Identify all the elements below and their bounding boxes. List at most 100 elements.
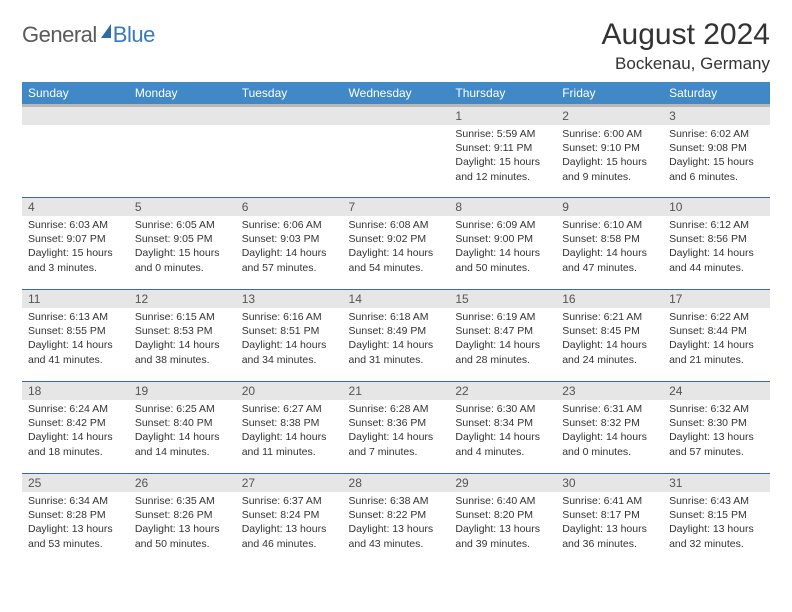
sunset-line: Sunset: 8:15 PM: [669, 508, 764, 522]
daylight-line: Daylight: 14 hours and 28 minutes.: [455, 338, 550, 366]
day-number: 24: [663, 382, 770, 400]
day-number: 7: [343, 198, 450, 216]
calendar-cell: 6Sunrise: 6:06 AMSunset: 9:03 PMDaylight…: [236, 198, 343, 290]
calendar-cell: 5Sunrise: 6:05 AMSunset: 9:05 PMDaylight…: [129, 198, 236, 290]
calendar-cell: 31Sunrise: 6:43 AMSunset: 8:15 PMDayligh…: [663, 474, 770, 566]
sunset-line: Sunset: 8:36 PM: [349, 416, 444, 430]
daylight-line: Daylight: 14 hours and 38 minutes.: [135, 338, 230, 366]
day-header-tuesday: Tuesday: [236, 82, 343, 106]
sunset-line: Sunset: 9:00 PM: [455, 232, 550, 246]
sunrise-line: Sunrise: 6:12 AM: [669, 218, 764, 232]
daylight-line: Daylight: 13 hours and 57 minutes.: [669, 430, 764, 458]
calendar-cell: 2Sunrise: 6:00 AMSunset: 9:10 PMDaylight…: [556, 106, 663, 198]
day-details: Sunrise: 6:03 AMSunset: 9:07 PMDaylight:…: [22, 216, 129, 279]
calendar-cell: 26Sunrise: 6:35 AMSunset: 8:26 PMDayligh…: [129, 474, 236, 566]
calendar-cell: 24Sunrise: 6:32 AMSunset: 8:30 PMDayligh…: [663, 382, 770, 474]
daylight-line: Daylight: 13 hours and 46 minutes.: [242, 522, 337, 550]
sunset-line: Sunset: 8:28 PM: [28, 508, 123, 522]
sunset-line: Sunset: 8:40 PM: [135, 416, 230, 430]
calendar-cell: [129, 106, 236, 198]
daylight-line: Daylight: 14 hours and 31 minutes.: [349, 338, 444, 366]
daylight-line: Daylight: 13 hours and 43 minutes.: [349, 522, 444, 550]
day-details: Sunrise: 6:09 AMSunset: 9:00 PMDaylight:…: [449, 216, 556, 279]
day-number: 12: [129, 290, 236, 308]
calendar-row: 25Sunrise: 6:34 AMSunset: 8:28 PMDayligh…: [22, 474, 770, 566]
sunrise-line: Sunrise: 6:02 AM: [669, 127, 764, 141]
day-details: Sunrise: 6:05 AMSunset: 9:05 PMDaylight:…: [129, 216, 236, 279]
daylight-line: Daylight: 14 hours and 44 minutes.: [669, 246, 764, 274]
day-details: Sunrise: 6:15 AMSunset: 8:53 PMDaylight:…: [129, 308, 236, 371]
day-details: Sunrise: 6:06 AMSunset: 9:03 PMDaylight:…: [236, 216, 343, 279]
sunrise-line: Sunrise: 6:32 AM: [669, 402, 764, 416]
daylight-line: Daylight: 14 hours and 41 minutes.: [28, 338, 123, 366]
calendar-cell: 19Sunrise: 6:25 AMSunset: 8:40 PMDayligh…: [129, 382, 236, 474]
sunrise-line: Sunrise: 6:16 AM: [242, 310, 337, 324]
day-header-monday: Monday: [129, 82, 236, 106]
calendar-cell: 15Sunrise: 6:19 AMSunset: 8:47 PMDayligh…: [449, 290, 556, 382]
calendar-cell: 14Sunrise: 6:18 AMSunset: 8:49 PMDayligh…: [343, 290, 450, 382]
day-details: Sunrise: 6:22 AMSunset: 8:44 PMDaylight:…: [663, 308, 770, 371]
calendar-cell: [236, 106, 343, 198]
calendar-cell: [343, 106, 450, 198]
sunset-line: Sunset: 8:34 PM: [455, 416, 550, 430]
day-number: 2: [556, 107, 663, 125]
sunrise-line: Sunrise: 6:09 AM: [455, 218, 550, 232]
day-number: 8: [449, 198, 556, 216]
day-details: Sunrise: 6:34 AMSunset: 8:28 PMDaylight:…: [22, 492, 129, 555]
daylight-line: Daylight: 14 hours and 14 minutes.: [135, 430, 230, 458]
calendar-row: 4Sunrise: 6:03 AMSunset: 9:07 PMDaylight…: [22, 198, 770, 290]
sunrise-line: Sunrise: 6:34 AM: [28, 494, 123, 508]
day-details: Sunrise: 6:16 AMSunset: 8:51 PMDaylight:…: [236, 308, 343, 371]
day-number: 13: [236, 290, 343, 308]
day-details: Sunrise: 6:30 AMSunset: 8:34 PMDaylight:…: [449, 400, 556, 463]
sunrise-line: Sunrise: 6:15 AM: [135, 310, 230, 324]
sunrise-line: Sunrise: 6:21 AM: [562, 310, 657, 324]
day-header-sunday: Sunday: [22, 82, 129, 106]
calendar-cell: 11Sunrise: 6:13 AMSunset: 8:55 PMDayligh…: [22, 290, 129, 382]
sunset-line: Sunset: 9:03 PM: [242, 232, 337, 246]
sunset-line: Sunset: 8:42 PM: [28, 416, 123, 430]
calendar-row: 11Sunrise: 6:13 AMSunset: 8:55 PMDayligh…: [22, 290, 770, 382]
sunrise-line: Sunrise: 5:59 AM: [455, 127, 550, 141]
sunrise-line: Sunrise: 6:24 AM: [28, 402, 123, 416]
sunset-line: Sunset: 9:02 PM: [349, 232, 444, 246]
page-title: August 2024: [602, 18, 770, 52]
day-details: Sunrise: 6:25 AMSunset: 8:40 PMDaylight:…: [129, 400, 236, 463]
daylight-line: Daylight: 13 hours and 39 minutes.: [455, 522, 550, 550]
sunrise-line: Sunrise: 6:10 AM: [562, 218, 657, 232]
day-number: 6: [236, 198, 343, 216]
daylight-line: Daylight: 14 hours and 24 minutes.: [562, 338, 657, 366]
daylight-line: Daylight: 14 hours and 47 minutes.: [562, 246, 657, 274]
sunset-line: Sunset: 9:07 PM: [28, 232, 123, 246]
day-details: Sunrise: 6:02 AMSunset: 9:08 PMDaylight:…: [663, 125, 770, 188]
day-number: 14: [343, 290, 450, 308]
calendar-cell: [22, 106, 129, 198]
sunset-line: Sunset: 8:53 PM: [135, 324, 230, 338]
daylight-line: Daylight: 14 hours and 50 minutes.: [455, 246, 550, 274]
calendar-cell: 22Sunrise: 6:30 AMSunset: 8:34 PMDayligh…: [449, 382, 556, 474]
day-header-saturday: Saturday: [663, 82, 770, 106]
calendar-cell: 25Sunrise: 6:34 AMSunset: 8:28 PMDayligh…: [22, 474, 129, 566]
daylight-line: Daylight: 15 hours and 9 minutes.: [562, 155, 657, 183]
day-header-wednesday: Wednesday: [343, 82, 450, 106]
calendar-cell: 8Sunrise: 6:09 AMSunset: 9:00 PMDaylight…: [449, 198, 556, 290]
day-details: Sunrise: 6:10 AMSunset: 8:58 PMDaylight:…: [556, 216, 663, 279]
day-details: Sunrise: 6:21 AMSunset: 8:45 PMDaylight:…: [556, 308, 663, 371]
calendar-cell: 30Sunrise: 6:41 AMSunset: 8:17 PMDayligh…: [556, 474, 663, 566]
title-block: August 2024 Bockenau, Germany: [602, 18, 770, 74]
sunset-line: Sunset: 8:47 PM: [455, 324, 550, 338]
day-details: Sunrise: 6:35 AMSunset: 8:26 PMDaylight:…: [129, 492, 236, 555]
daylight-line: Daylight: 14 hours and 21 minutes.: [669, 338, 764, 366]
day-number: 22: [449, 382, 556, 400]
header: General Blue August 2024 Bockenau, Germa…: [22, 18, 770, 74]
day-number: 25: [22, 474, 129, 492]
calendar-cell: 20Sunrise: 6:27 AMSunset: 8:38 PMDayligh…: [236, 382, 343, 474]
day-number: 28: [343, 474, 450, 492]
day-header-thursday: Thursday: [449, 82, 556, 106]
day-details: Sunrise: 5:59 AMSunset: 9:11 PMDaylight:…: [449, 125, 556, 188]
calendar-cell: 27Sunrise: 6:37 AMSunset: 8:24 PMDayligh…: [236, 474, 343, 566]
day-details: Sunrise: 6:32 AMSunset: 8:30 PMDaylight:…: [663, 400, 770, 463]
sunset-line: Sunset: 8:45 PM: [562, 324, 657, 338]
day-number: 19: [129, 382, 236, 400]
sunset-line: Sunset: 9:11 PM: [455, 141, 550, 155]
